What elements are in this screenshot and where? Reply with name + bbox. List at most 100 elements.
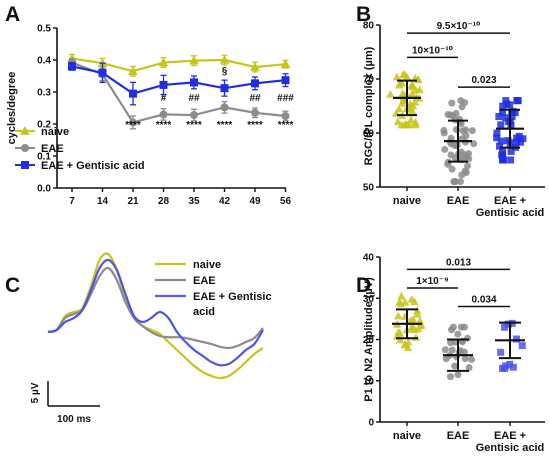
comparison-p-value: 1×10⁻⁹ — [416, 276, 449, 287]
data-point — [401, 340, 411, 349]
significance-marker: **** — [125, 120, 141, 131]
data-point — [493, 129, 501, 137]
data-point — [448, 165, 456, 173]
x-tick-label: 7 — [69, 196, 75, 207]
data-point — [392, 72, 402, 81]
data-point — [468, 355, 476, 363]
data-point — [497, 348, 505, 356]
data-point — [464, 334, 472, 342]
significance-marker: # — [161, 93, 167, 104]
y-tick-label: 0.2 — [37, 120, 51, 131]
y-tick-label: 0.3 — [37, 88, 51, 99]
data-point — [406, 316, 416, 324]
data-point — [497, 137, 505, 145]
legend-marker — [20, 125, 30, 135]
data-point — [508, 112, 516, 120]
panel-letter-b: B — [356, 3, 371, 26]
y-tick-label: 0.5 — [37, 24, 51, 35]
data-point — [396, 299, 406, 308]
data-point — [407, 81, 417, 89]
data-point — [219, 54, 230, 64]
legend-label: naive — [193, 259, 221, 271]
legend-label: acid — [193, 306, 215, 318]
data-point — [495, 113, 503, 121]
x-category-label-line: naive — [393, 430, 421, 442]
legend-label: EAE — [41, 143, 64, 155]
legend-label: naive — [41, 126, 69, 138]
x-category-label-line: Gentisic acid — [476, 442, 544, 454]
data-point — [446, 373, 454, 381]
y-axis-label: cycles/degree — [6, 72, 18, 145]
data-point — [411, 117, 420, 126]
data-point — [250, 62, 260, 71]
data-point — [68, 62, 76, 71]
data-point — [397, 78, 406, 87]
series-eae — [68, 58, 290, 130]
panel-b: B 50 60 70 80 RGC/IPL complex (µm) naive EAE EAE… — [356, 3, 545, 219]
data-point — [461, 355, 469, 363]
group-eae-gentisic-acid — [493, 97, 527, 164]
x-tick-label: 35 — [188, 196, 200, 207]
comparison-p-value: 9.5×10⁻¹⁰ — [437, 21, 481, 32]
y-tick-label: 0.1 — [37, 152, 51, 163]
data-point — [394, 327, 403, 336]
data-point — [158, 57, 169, 67]
comparison-p-value: 0.013 — [446, 257, 471, 268]
data-point — [497, 121, 505, 129]
data-point — [190, 111, 198, 120]
data-point — [441, 346, 449, 354]
significance-marker: **** — [247, 120, 263, 131]
data-point — [447, 339, 455, 347]
data-point — [393, 117, 403, 126]
data-point — [499, 109, 507, 117]
data-point — [506, 360, 514, 368]
data-point — [448, 326, 456, 334]
legend-label: EAE + Gentisic — [193, 291, 272, 303]
data-point — [513, 97, 521, 105]
group-naive — [386, 69, 424, 129]
data-point — [465, 363, 473, 371]
data-point — [400, 120, 409, 129]
data-point — [498, 151, 506, 159]
data-point — [407, 106, 417, 115]
data-point — [159, 80, 168, 89]
x-category-label-line: EAE — [447, 430, 470, 442]
data-point — [407, 294, 416, 303]
x-tick-label: 14 — [97, 196, 109, 207]
data-point — [451, 178, 459, 186]
data-point — [501, 323, 509, 331]
data-point — [502, 114, 510, 122]
x-category-label: EAE — [447, 430, 470, 442]
data-point — [189, 55, 199, 65]
panel-letter-c: C — [5, 274, 20, 297]
data-point — [499, 156, 507, 164]
data-point — [394, 311, 403, 320]
x-category-label: naive — [393, 195, 421, 207]
significance-marker: **** — [186, 120, 202, 131]
x-category-label-line: EAE + — [494, 430, 526, 442]
significance-marker: § — [222, 66, 228, 77]
panel-letter-d: D — [356, 274, 371, 297]
data-point — [505, 118, 513, 126]
data-point — [129, 89, 137, 98]
data-point — [415, 316, 425, 325]
group-eae — [441, 323, 476, 381]
x-tick-label: 56 — [280, 196, 292, 207]
series-line — [71, 65, 286, 95]
data-point — [398, 99, 407, 107]
data-point — [507, 147, 515, 155]
data-point — [406, 115, 416, 124]
significance-marker: **** — [217, 120, 233, 131]
data-point — [441, 145, 449, 153]
data-point — [508, 109, 516, 117]
data-point — [251, 79, 259, 88]
significance-marker: ## — [188, 93, 200, 104]
data-point — [411, 333, 421, 341]
data-point — [462, 126, 470, 134]
data-point — [220, 103, 229, 112]
y-tick-label: 0.0 — [37, 184, 51, 195]
data-point — [190, 78, 198, 87]
data-point — [220, 84, 229, 93]
